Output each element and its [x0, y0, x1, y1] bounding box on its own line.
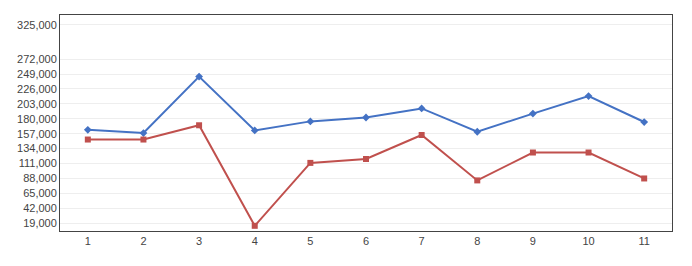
svg-text:88,000: 88,000 — [23, 172, 57, 184]
svg-text:180,000: 180,000 — [17, 113, 57, 125]
svg-text:4: 4 — [252, 235, 258, 247]
svg-text:1: 1 — [85, 235, 91, 247]
svg-text:6: 6 — [363, 235, 369, 247]
svg-text:5: 5 — [307, 235, 313, 247]
svg-text:134,000: 134,000 — [17, 142, 57, 154]
svg-text:9: 9 — [530, 235, 536, 247]
svg-text:325,000: 325,000 — [17, 19, 57, 31]
svg-text:7: 7 — [419, 235, 425, 247]
svg-text:19,000: 19,000 — [23, 217, 57, 229]
svg-text:8: 8 — [474, 235, 480, 247]
svg-text:272,000: 272,000 — [17, 53, 57, 65]
svg-text:42,000: 42,000 — [23, 202, 57, 214]
svg-text:226,000: 226,000 — [17, 83, 57, 95]
svg-text:2: 2 — [140, 235, 146, 247]
svg-text:65,000: 65,000 — [23, 187, 57, 199]
svg-text:157,000: 157,000 — [17, 128, 57, 140]
svg-text:10: 10 — [582, 235, 594, 247]
svg-text:11: 11 — [638, 235, 649, 247]
svg-text:3: 3 — [196, 235, 202, 247]
svg-text:249,000: 249,000 — [17, 68, 57, 80]
svg-text:203,000: 203,000 — [17, 98, 57, 110]
svg-text:111,000: 111,000 — [19, 157, 57, 169]
